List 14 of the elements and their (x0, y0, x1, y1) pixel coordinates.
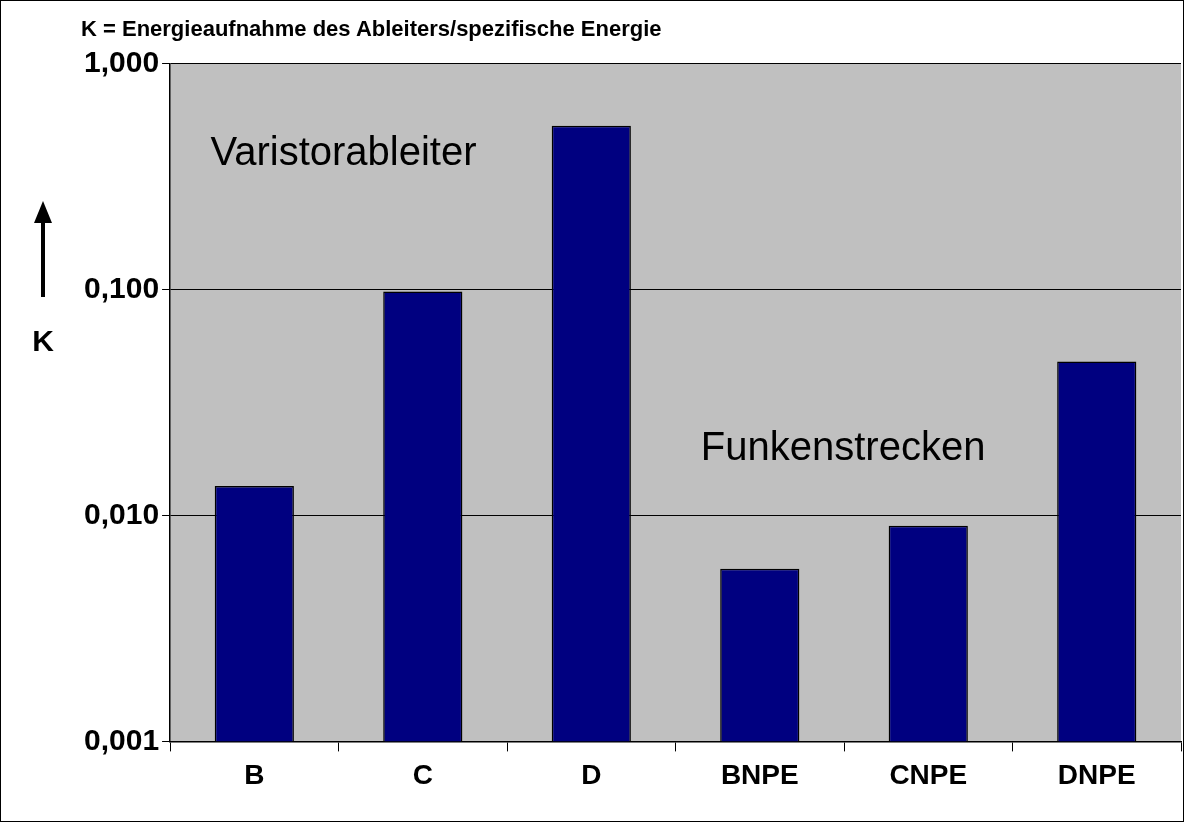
annotation: Varistorableiter (210, 129, 477, 174)
x-tick-label: DNPE (1057, 758, 1136, 790)
annotation: Funkenstrecken (700, 424, 986, 469)
chart-title: K = Energieaufnahme des Ableiters/spezifische Energie (81, 16, 662, 42)
x-tick-label: BNPE (720, 758, 799, 790)
x-tick-label: C (412, 758, 433, 790)
x-tick-label: CNPE (889, 758, 968, 790)
y-tick-label: 1,000 (84, 44, 160, 78)
x-tick-label: B (244, 758, 265, 790)
y-tick-label: 0,010 (84, 496, 160, 530)
y-axis-title: K (32, 324, 55, 357)
y-tick-label: 0,001 (84, 722, 160, 756)
y-tick-label: 0,100 (84, 270, 160, 304)
x-tick-label: D (581, 758, 602, 790)
